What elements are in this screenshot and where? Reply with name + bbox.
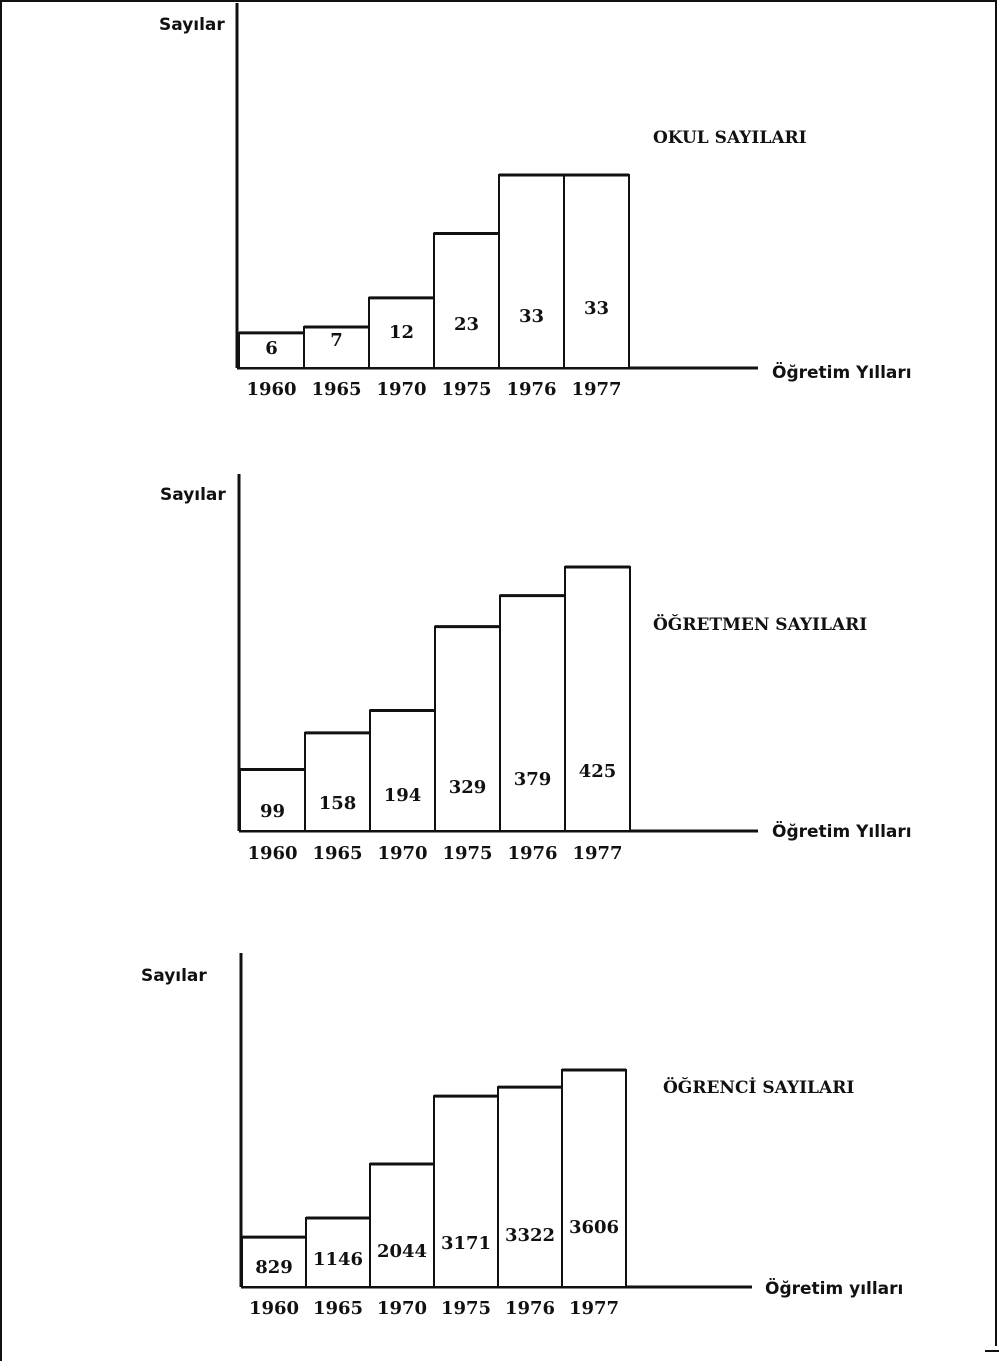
x-tick-label: 1976: [505, 1298, 555, 1319]
x-tick-label: 1965: [313, 1298, 363, 1319]
y-axis-label: Sayılar: [141, 966, 207, 986]
x-tick-label: 1977: [571, 379, 621, 400]
bar-1960: [239, 768, 306, 833]
x-tick-label: 1970: [377, 843, 427, 864]
data-label: 3171: [441, 1233, 491, 1254]
x-tick-label: 1970: [377, 1298, 427, 1319]
chart-title: ÖĞRENCİ SAYILARI: [663, 1077, 854, 1098]
bar-1965: [304, 731, 371, 833]
bar-1977: [564, 566, 631, 832]
frame-left-border: [0, 0, 2, 1361]
x-axis-label: Öğretim yılları: [765, 1277, 903, 1299]
y-axis-label: Sayılar: [160, 485, 226, 505]
data-label: 6: [265, 338, 278, 359]
data-label: 3606: [569, 1217, 619, 1238]
okul-chart: Sayılar OKUL SAYILARI Öğretim Yılları 6 1…: [159, 3, 912, 400]
x-tick-label: 1975: [441, 1298, 491, 1319]
data-label: 1146: [313, 1249, 363, 1270]
x-tick-label: 1975: [442, 843, 492, 864]
frame-top-border: [0, 0, 997, 2]
ogrenci-chart: Sayılar ÖĞRENCİ SAYILARI Öğretim yılları…: [141, 953, 903, 1319]
x-axis-label: Öğretim Yılları: [772, 820, 912, 842]
data-label: 194: [384, 785, 422, 806]
bar-1970: [369, 709, 436, 832]
data-label: 33: [584, 298, 609, 319]
bar-1970: [369, 1162, 435, 1288]
chart-title: OKUL SAYILARI: [653, 128, 807, 148]
x-tick-label: 1960: [247, 843, 297, 864]
data-label: 3322: [505, 1225, 555, 1246]
x-tick-label: 1960: [246, 379, 296, 400]
x-tick-label: 1976: [507, 843, 557, 864]
x-tick-label: 1976: [506, 379, 556, 400]
frame-right-border: [995, 0, 997, 1346]
bar-1960: [238, 331, 305, 369]
data-label: 829: [255, 1257, 293, 1278]
x-tick-label: 1960: [249, 1298, 299, 1319]
ogretmen-chart: Sayılar ÖĞRETMEN SAYILARI Öğretim Yıllar…: [160, 474, 912, 864]
data-label: 158: [319, 793, 357, 814]
data-label: 2044: [377, 1241, 427, 1262]
x-axis-label: Öğretim Yılları: [772, 361, 912, 383]
bar-1975: [433, 1095, 499, 1288]
y-axis-label: Sayılar: [159, 15, 225, 35]
data-label: 33: [519, 306, 544, 327]
bar-1960: [241, 1236, 307, 1288]
bars: 829 1960 1146 1965 2044 1970 3171 1975 3322 1976 3…: [241, 1068, 627, 1319]
x-tick-label: 1977: [572, 843, 622, 864]
data-label: 23: [454, 314, 479, 335]
x-tick-label: 1970: [376, 379, 426, 400]
data-label: 99: [260, 801, 285, 822]
bar-1976: [498, 174, 565, 369]
frame-corner-mark: [985, 1350, 999, 1352]
bar-1976: [497, 1086, 563, 1288]
data-label: 7: [330, 330, 343, 351]
data-label: 329: [449, 777, 487, 798]
data-label: 425: [579, 761, 617, 782]
data-label: 379: [514, 769, 552, 790]
chart-title: ÖĞRETMEN SAYILARI: [653, 614, 867, 635]
bar-1976: [499, 594, 566, 832]
bar-1975: [434, 625, 501, 832]
data-label: 12: [389, 322, 414, 343]
bars: 6 1960 7 1965 12 1970 23 1975 33 1976 33 1977: [238, 173, 630, 400]
bar-1977: [563, 174, 630, 369]
x-tick-label: 1965: [311, 379, 361, 400]
x-tick-label: 1975: [441, 379, 491, 400]
bars: 99 1960 158 1965 194 1970 329 1975 379 1976 425 197…: [239, 565, 631, 864]
bar-1975: [433, 232, 500, 369]
x-tick-label: 1965: [312, 843, 362, 864]
bar-1977: [561, 1069, 627, 1288]
x-tick-label: 1977: [569, 1298, 619, 1319]
